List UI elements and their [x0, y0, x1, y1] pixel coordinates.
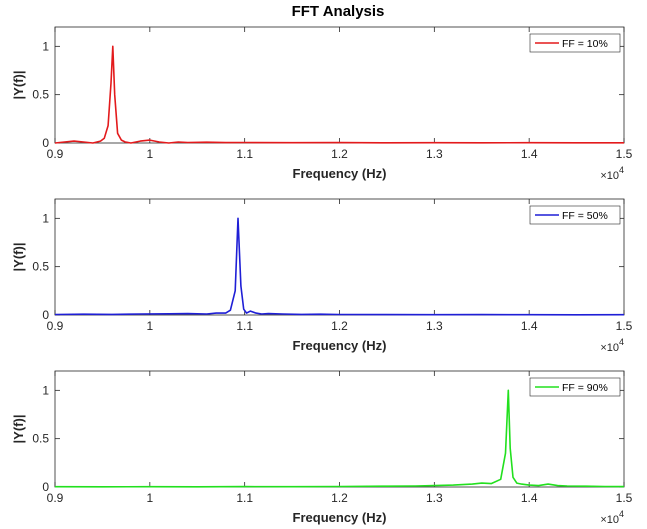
- y-axis-label: |Y(f)|: [11, 243, 26, 272]
- legend: FF = 50%: [529, 205, 621, 225]
- legend-box: [529, 33, 621, 53]
- legend-box: [529, 377, 621, 397]
- legend-label: FF = 90%: [562, 382, 608, 394]
- series-line: [54, 45, 624, 144]
- x-multiplier: ×104: [600, 337, 624, 354]
- y-tick-label: 1: [42, 383, 49, 397]
- figure-title: FFT Analysis: [292, 3, 385, 20]
- x-tick-label: 1.3: [426, 319, 443, 333]
- legend-label: FF = 50%: [562, 210, 608, 222]
- x-multiplier: ×104: [600, 165, 624, 182]
- x-tick-label: 1.5: [616, 491, 633, 505]
- panel-1: 0.9 1 1.1 1.2 1.3 1.4 1.5 0 0.5 1 Frequency (Hz) |Y…: [11, 26, 633, 182]
- legend: FF = 10%: [529, 33, 621, 53]
- panel-3: 0.9 1 1.1 1.2 1.3 1.4 1.5 0 0.5 1 Frequency (Hz) |Y…: [11, 370, 633, 526]
- x-axis-label: Frequency (Hz): [293, 166, 387, 181]
- plot-area: [54, 26, 625, 144]
- y-axis-label: |Y(f)|: [11, 71, 26, 100]
- x-tick-label: 1.4: [521, 147, 538, 161]
- x-multiplier: ×104: [600, 509, 624, 526]
- x-axis-label: Frequency (Hz): [293, 338, 387, 353]
- plot-area: [54, 198, 625, 316]
- legend-box: [529, 205, 621, 225]
- y-tick-label: 0: [42, 480, 49, 494]
- plot-area: [54, 370, 625, 488]
- x-tick-label: 1.2: [331, 491, 348, 505]
- x-tick-label: 1.2: [331, 319, 348, 333]
- y-tick-label: 0.5: [32, 260, 49, 274]
- x-tick-label: 1.5: [616, 319, 633, 333]
- y-axis-label: |Y(f)|: [11, 415, 26, 444]
- x-tick-label: 1.1: [236, 147, 253, 161]
- legend: FF = 90%: [529, 377, 621, 397]
- x-tick-label: 0.9: [47, 319, 64, 333]
- x-tick-label: 1: [146, 491, 153, 505]
- y-tick-label: 1: [42, 39, 49, 53]
- x-tick-label: 1.4: [521, 491, 538, 505]
- x-tick-label: 0.9: [47, 491, 64, 505]
- y-tick-label: 1: [42, 211, 49, 225]
- series-line: [54, 217, 625, 316]
- y-tick-label: 0: [42, 136, 49, 150]
- x-tick-label: 1.3: [426, 147, 443, 161]
- y-tick-label: 0: [42, 308, 49, 322]
- panel-2: 0.9 1 1.1 1.2 1.3 1.4 1.5 0 0.5 1 Frequency (Hz) |Y…: [11, 198, 633, 354]
- x-tick-label: 1: [146, 147, 153, 161]
- series-line: [54, 389, 625, 488]
- x-axis-label: Frequency (Hz): [293, 510, 387, 525]
- x-tick-label: 1: [146, 319, 153, 333]
- x-tick-label: 1.1: [236, 491, 253, 505]
- x-tick-label: 1.3: [426, 491, 443, 505]
- x-tick-label: 1.4: [521, 319, 538, 333]
- x-tick-label: 1.2: [331, 147, 348, 161]
- legend-label: FF = 10%: [562, 38, 608, 50]
- y-tick-label: 0.5: [32, 88, 49, 102]
- x-tick-label: 0.9: [47, 147, 64, 161]
- y-tick-label: 0.5: [32, 432, 49, 446]
- x-tick-label: 1.5: [616, 147, 633, 161]
- x-tick-label: 1.1: [236, 319, 253, 333]
